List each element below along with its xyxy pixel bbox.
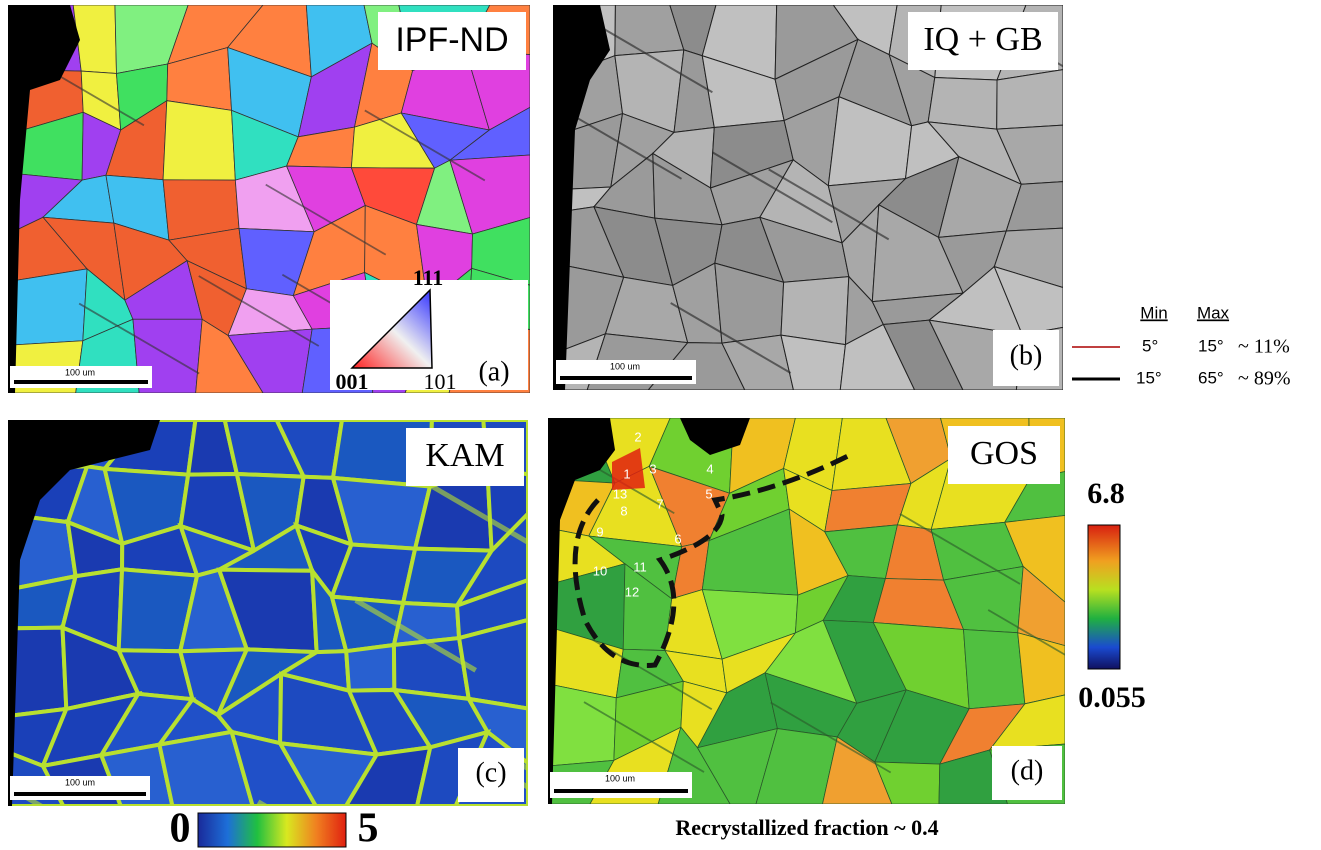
ipf-label: 101 [424,369,457,394]
grain [928,78,997,130]
grain-number: 4 [706,461,713,476]
legend-min: 15° [1136,368,1162,387]
grain [781,277,849,345]
page: {"panels": [ {"tag": "IPF-ND", "label": … [0,0,1321,850]
grain [964,630,1025,709]
grain [548,684,616,766]
scale-max: 6.8 [1087,477,1125,510]
kam-colorbar [198,813,346,847]
grain [1018,633,1065,704]
grain-number: 12 [625,584,639,599]
grain-number: 1 [623,466,630,481]
scale-bar-label: 100 um [65,367,95,377]
figure: IPF-ND 111 001 101 (a) 100 um IQ + GB (b… [0,0,1321,850]
panel-label: (b) [1010,340,1043,371]
ipf-label: 001 [336,369,369,394]
grain-number: 5 [705,486,712,501]
legend-min: 5° [1142,336,1158,355]
legend-max: 15° [1198,336,1224,355]
grain-number: 6 [674,531,681,546]
scale-bar [560,376,692,380]
grain [346,645,394,691]
panel-tag: IQ + GB [923,21,1042,58]
panel-label: (d) [1011,755,1044,786]
grain-number: 3 [649,461,656,476]
scale-bar [554,789,688,793]
grain [8,269,87,345]
grain-number: 10 [593,563,607,578]
scale-bar-label: 100 um [610,361,640,371]
grain-number: 7 [656,496,663,511]
panel-tag: KAM [425,437,504,474]
scale-max: 5 [358,806,379,850]
scale-bar [14,380,148,384]
gos-colorbar [1088,525,1120,669]
ipf-label: 111 [413,265,444,290]
grain-number: 13 [613,486,627,501]
grain-number: 2 [634,429,641,444]
legend-header: Min [1140,303,1167,322]
grain [997,70,1063,130]
panel-label: (a) [478,356,509,387]
scale-bar-label: 100 um [605,773,635,783]
grain [163,101,235,180]
legend-fraction: ~ 89% [1238,368,1290,390]
scale-bar-label: 100 um [65,777,95,787]
legend-fraction: ~ 11% [1238,336,1290,358]
scale-min: 0.055 [1078,681,1146,714]
legend-max: 65° [1198,368,1224,387]
panel-tag: IPF-ND [395,21,508,59]
scale-bar [14,792,146,796]
panel-label: (c) [475,757,506,788]
panel-tag: GOS [970,435,1038,472]
grain-number: 8 [620,503,627,518]
scale-min: 0 [170,806,191,850]
caption: Recrystallized fraction ~ 0.4 [675,815,938,840]
legend-header: Max [1197,303,1230,322]
grain-number: 11 [633,559,647,574]
grain-number: 9 [596,524,603,539]
